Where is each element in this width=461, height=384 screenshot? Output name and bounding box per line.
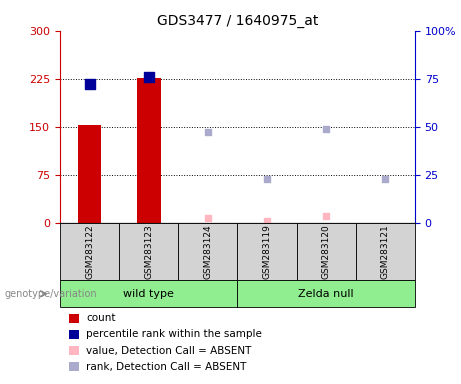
Bar [356,223,415,280]
Text: value, Detection Call = ABSENT: value, Detection Call = ABSENT [86,346,252,356]
Point [382,175,389,182]
Text: GSM283120: GSM283120 [322,224,331,279]
Text: GSM283124: GSM283124 [203,224,213,279]
Point [263,175,271,182]
Text: GSM283121: GSM283121 [381,224,390,279]
Point [263,218,271,225]
Bar [77,126,101,223]
Point [204,215,212,221]
Text: GSM283123: GSM283123 [144,224,153,279]
Text: count: count [86,313,116,323]
Text: percentile rank within the sample: percentile rank within the sample [86,329,262,339]
Text: GSM283122: GSM283122 [85,224,94,279]
Point [86,81,93,88]
Text: wild type: wild type [123,289,174,299]
Title: GDS3477 / 1640975_at: GDS3477 / 1640975_at [157,14,318,28]
Bar [237,280,415,307]
Point [204,129,212,136]
Point [145,74,152,80]
Bar [137,78,160,223]
Point [322,126,330,132]
Bar [178,223,237,280]
Bar [60,280,237,307]
Bar [237,223,296,280]
Bar [60,223,119,280]
Bar [119,223,178,280]
Text: genotype/variation: genotype/variation [5,289,97,299]
Bar [296,223,356,280]
Text: rank, Detection Call = ABSENT: rank, Detection Call = ABSENT [86,362,247,372]
Text: GSM283119: GSM283119 [262,224,272,279]
Text: Zelda null: Zelda null [298,289,354,299]
Point [322,213,330,219]
